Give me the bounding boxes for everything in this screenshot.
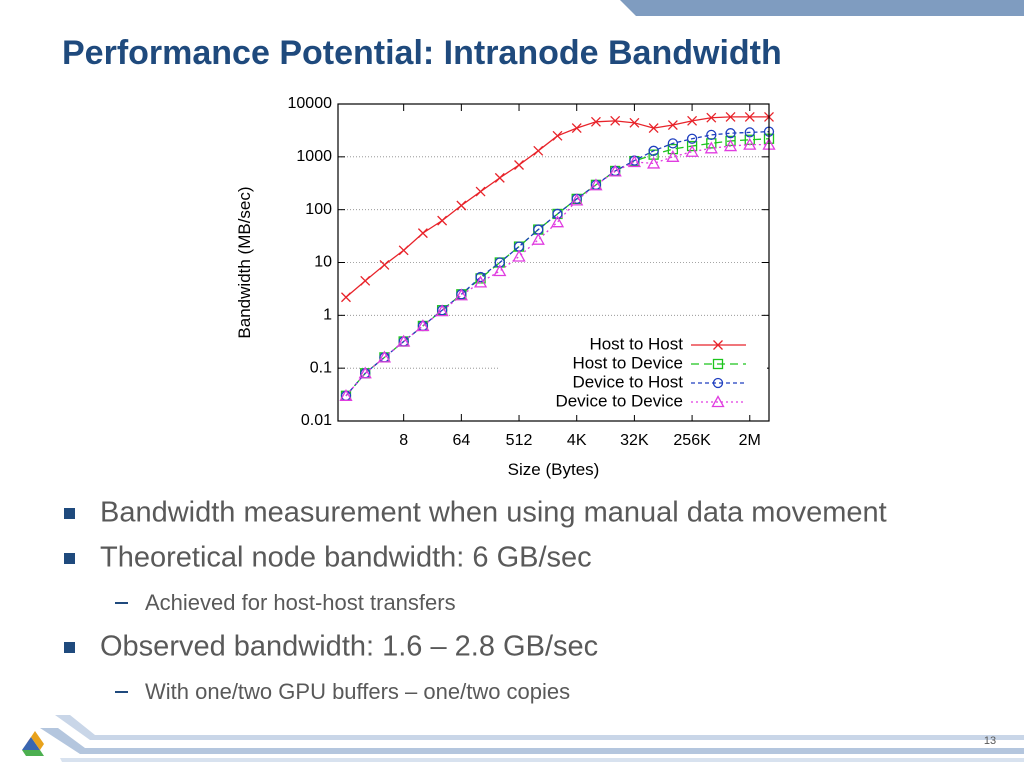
data-point [341,292,351,303]
data-point [629,117,640,128]
data-point [648,123,659,134]
data-point [744,127,755,138]
data-point [552,130,563,141]
data-point [667,120,678,130]
data-point [687,115,698,126]
data-point [533,145,544,156]
data-point [667,138,679,149]
y-tick-label: 100 [305,201,332,218]
y-tick-label: 0.01 [301,412,332,429]
bottom-decoration [22,715,1024,762]
bullet-text: Theoretical node bandwidth: 6 GB/sec [100,542,592,574]
series-line [345,144,769,397]
chart: 0.01 0.1 1 10 100 1000 10000 8 64 512 4K 32K 256K 2M S… [235,95,776,479]
data-point [456,200,467,211]
data-point [685,144,699,157]
sub-bullet-text: Achieved for host-host transfers [145,590,456,615]
data-point [725,111,736,122]
y-tick-label: 10 [314,254,332,271]
data-point [686,133,698,144]
y-axis-label: Bandwidth (MB/sec) [235,186,254,338]
legend-marker [711,395,725,408]
data-point [473,275,488,288]
x-tick-label: 64 [452,432,470,449]
bullet-marker [64,553,75,564]
data-point [571,123,582,134]
y-tick-label: 1 [323,307,332,324]
bullet-text: Bandwidth measurement when using manual … [100,497,887,529]
data-point [608,164,622,177]
data-point [494,172,505,183]
data-point [435,304,449,317]
legend-marker [712,377,724,389]
data-point [647,156,661,169]
y-tick-label: 1000 [296,148,332,165]
data-point [744,111,755,122]
plot-frame [337,103,770,422]
data-point [743,137,757,150]
x-tick-label: 32K [620,432,649,449]
data-point [589,178,603,191]
data-point [397,334,411,347]
data-point [704,141,718,154]
x-tick-label: 8 [399,432,408,449]
legend-label: Host to Device [572,353,683,372]
legend-label: Host to Host [589,334,683,353]
legend-background [500,333,767,415]
data-point [531,232,545,245]
bullet-text: Observed bandwidth: 1.6 – 2.8 GB/sec [100,631,598,663]
data-point [358,366,372,379]
data-point [725,128,736,139]
data-point [398,245,409,256]
y-tick-label: 0.1 [310,359,332,376]
data-point [706,112,717,123]
data-point [475,271,486,283]
page-number: 13 [984,735,996,747]
legend-marker [713,340,723,350]
x-axis-label: Size (Bytes) [508,460,600,479]
data-point [475,186,486,197]
series-line [345,130,770,397]
bullet-marker [64,508,75,519]
data-point [627,155,642,168]
data-point [610,115,621,126]
data-point [723,139,738,152]
data-point [437,215,448,226]
bullet-marker [64,642,75,653]
data-point [667,143,679,155]
data-point [379,259,390,270]
data-point [339,388,353,401]
x-tick-label: 2M [739,432,761,449]
data-point [686,140,698,152]
data-point [550,215,565,228]
data-point [377,350,392,363]
data-point [416,319,430,332]
data-point [648,145,659,156]
data-point [454,288,468,301]
sub-bullet-text: With one/two GPU buffers – one/two copie… [145,679,570,704]
data-point [570,193,584,206]
top-bar [620,0,1024,16]
data-point [514,160,524,170]
data-point [417,228,428,239]
legend-label: Device to Device [555,391,683,410]
bullet-list: Bandwidth measurement when using manual … [64,497,887,704]
data-point [590,116,601,127]
x-tick-label: 512 [506,432,533,449]
x-tick-label: 256K [673,432,711,449]
slide-title: Performance Potential: Intranode Bandwid… [62,34,782,72]
data-point [552,208,563,220]
data-point [493,264,507,277]
data-point [512,249,526,262]
legend-label: Device to Host [572,372,683,391]
data-point [360,275,371,286]
data-point [666,149,680,162]
legend-marker [712,358,724,370]
x-tick-label: 4K [567,432,587,449]
y-tick-label: 10000 [288,95,333,112]
data-point [494,257,505,268]
data-point [706,129,717,141]
